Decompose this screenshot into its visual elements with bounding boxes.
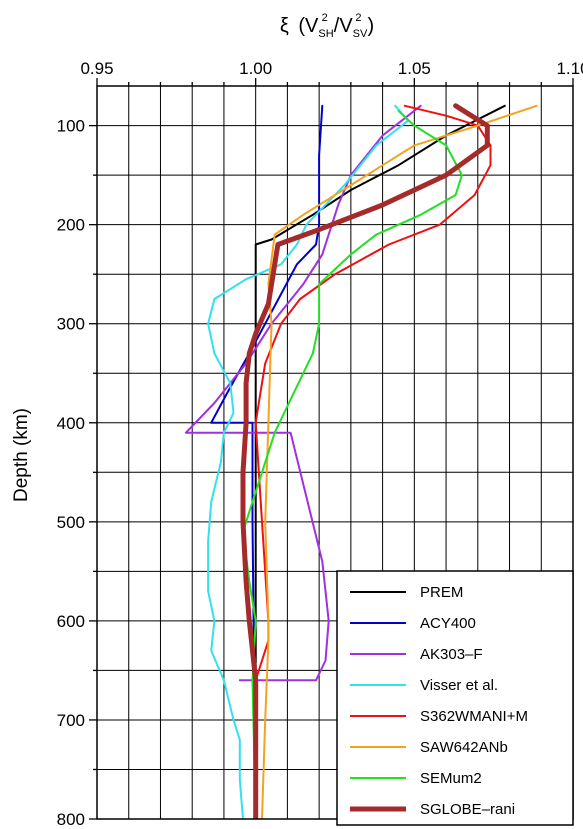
y-axis-title: Depth (km) — [11, 408, 32, 502]
x-tick-label: 1.05 — [398, 59, 431, 78]
y-tick-label: 100 — [57, 117, 85, 136]
legend-label: SGLOBE–rani — [420, 801, 515, 818]
series-line-semum2 — [242, 109, 463, 819]
y-tick-label: 700 — [57, 711, 85, 730]
y-tick-label: 200 — [57, 216, 85, 235]
plot-frame — [96, 85, 574, 820]
x-axis-title: ξ (VSH2/VSV2) — [280, 12, 374, 40]
y-tick-labels: 100 200 300 400 500 600 700 800 — [57, 117, 85, 829]
legend-box — [336, 570, 574, 826]
legend: PREM ACY400 AK303–F Visser et al. S362WMANI+… — [336, 570, 574, 826]
y-tick-label: 600 — [57, 612, 85, 631]
legend-label: SEMum2 — [420, 770, 482, 787]
legend-label: SAW642ANb — [420, 739, 508, 756]
series-layer — [184, 103, 538, 819]
y-tick-label: 800 — [57, 810, 85, 829]
x-tick-label: 1.10 — [556, 59, 583, 78]
x-tick-label: 1.00 — [239, 59, 272, 78]
legend-label: Visser et al. — [420, 677, 498, 694]
legend-label: ACY400 — [420, 615, 476, 632]
x-tick-label: 0.95 — [80, 59, 113, 78]
series-line-visser-et-al- — [207, 104, 409, 819]
axis-ticks — [89, 78, 574, 820]
legend-label: S362WMANI+M — [420, 708, 528, 725]
y-tick-label: 500 — [57, 513, 85, 532]
x-tick-labels: 0.95 1.00 1.05 1.10 — [80, 59, 583, 78]
y-tick-label: 300 — [57, 315, 85, 334]
series-line-sglobe-rani — [240, 103, 490, 819]
legend-label: AK303–F — [420, 646, 483, 663]
series-line-prem — [254, 104, 506, 819]
y-tick-label: 400 — [57, 414, 85, 433]
legend-label: PREM — [420, 584, 463, 601]
